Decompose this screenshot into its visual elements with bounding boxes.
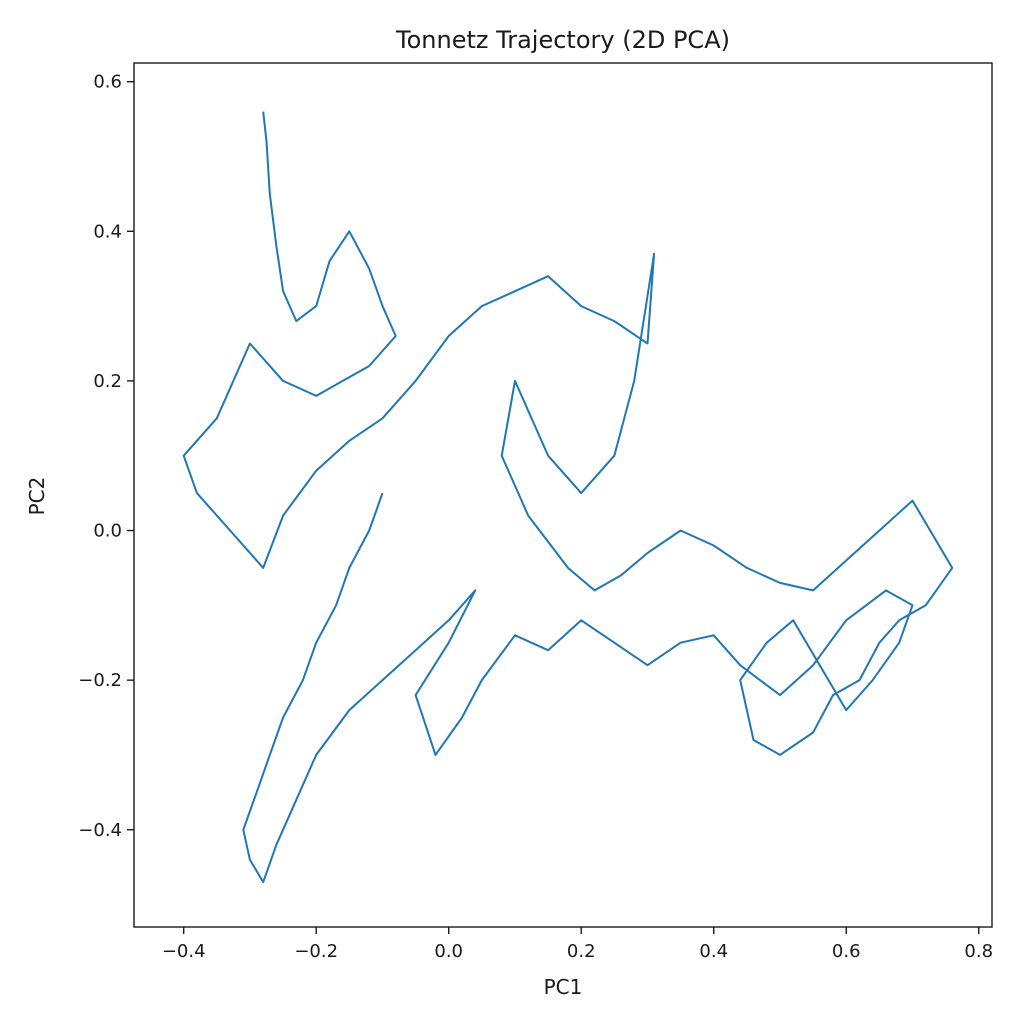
x-tick-label: 0.8 <box>964 941 993 962</box>
y-axis-label: PC2 <box>25 477 49 516</box>
x-tick-label: 0.2 <box>567 941 596 962</box>
y-tick-label: 0.2 <box>93 371 122 392</box>
x-tick-label: 0.6 <box>832 941 861 962</box>
y-tick-label: 0.4 <box>93 221 122 242</box>
axis-ticks: −0.4 −0.2 0.0 0.2 0.4 0.6 0.8 −0.4 −0.2 0.0 0.2 0.4… <box>78 72 993 962</box>
chart-title: Tonnetz Trajectory (2D PCA) <box>395 26 730 54</box>
plot-area <box>182 111 954 884</box>
x-axis-label: PC1 <box>544 975 583 999</box>
x-tick-label: 0.4 <box>699 941 728 962</box>
x-tick-label: 0.0 <box>434 941 463 962</box>
x-tick-label: −0.4 <box>162 941 206 962</box>
plot-frame <box>133 62 993 928</box>
x-tick-label: −0.2 <box>294 941 338 962</box>
y-tick-label: 0.6 <box>93 72 122 93</box>
y-tick-label: 0.0 <box>93 521 122 542</box>
y-tick-label: −0.4 <box>78 820 122 841</box>
series-line-0 <box>182 111 954 884</box>
y-tick-label: −0.2 <box>78 670 122 691</box>
